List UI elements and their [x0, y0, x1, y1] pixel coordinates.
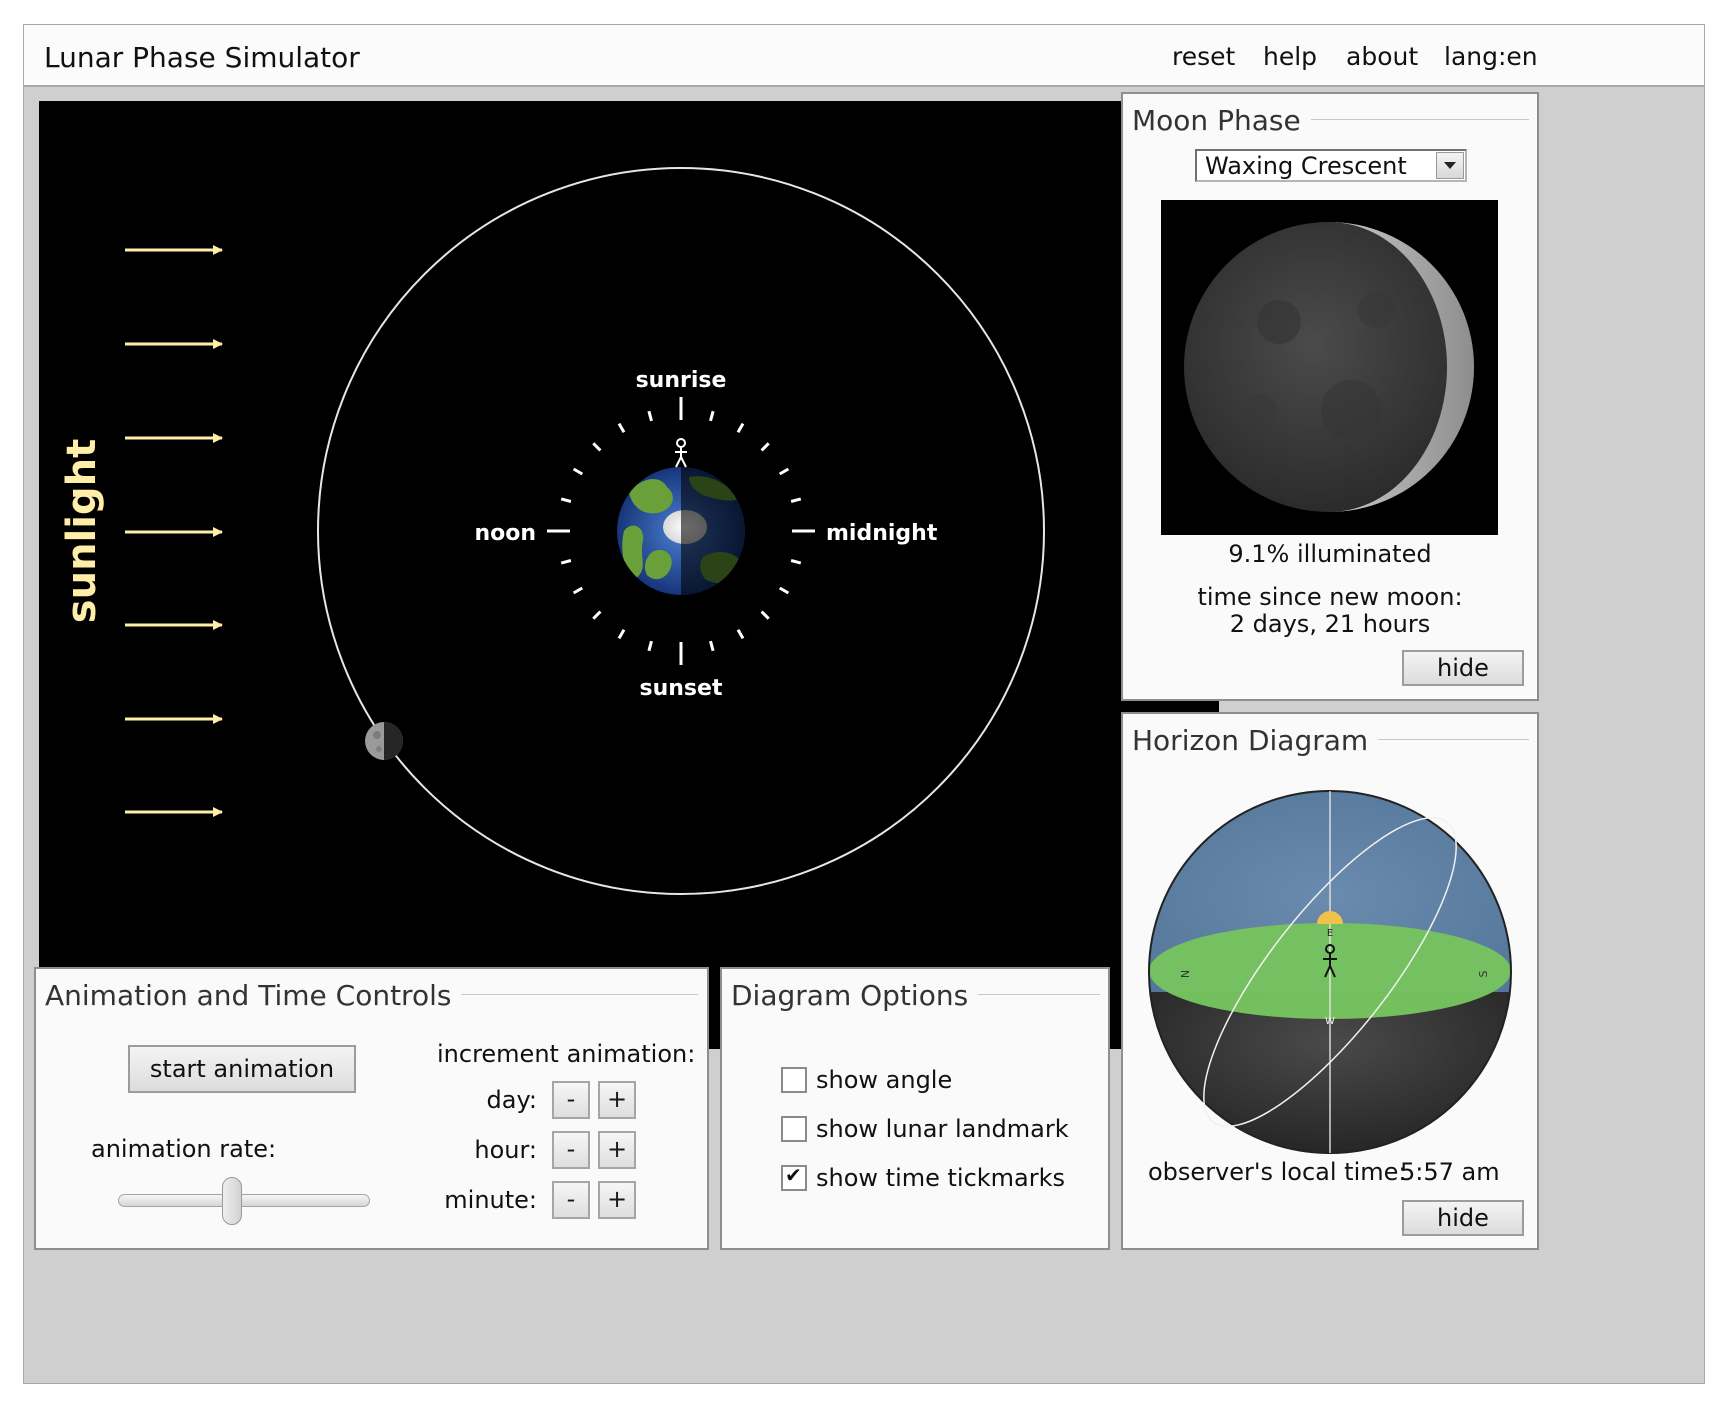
orbit-svg: sunlight sunrise noon midnight sunset — [59, 167, 1045, 895]
time-tickmark — [647, 640, 653, 652]
hour-plus-button[interactable]: + — [598, 1131, 636, 1169]
moon-phase-title: Moon Phase — [1132, 104, 1311, 137]
moon-phase-svg — [1184, 222, 1474, 512]
time-tickmark — [736, 628, 745, 640]
increment-animation-label: increment animation: — [437, 1040, 696, 1068]
show-angle-label[interactable]: show angle — [816, 1066, 953, 1094]
svg-text:E: E — [1327, 928, 1333, 939]
panel-rule — [1291, 119, 1529, 120]
observer-figure — [675, 438, 687, 468]
svg-text:S: S — [1477, 970, 1490, 977]
menu-reset[interactable]: reset — [1172, 42, 1236, 71]
time-tickmark — [790, 497, 802, 503]
menu-about[interactable]: about — [1346, 42, 1419, 71]
phase-select[interactable]: Waxing Crescent — [1195, 149, 1467, 182]
time-tickmark — [760, 610, 770, 620]
label-noon: noon — [474, 521, 536, 546]
show-lunar-landmark-checkbox[interactable] — [781, 1116, 807, 1142]
checkmark-icon: ✔ — [785, 1163, 802, 1187]
menu-language[interactable]: lang:en — [1444, 42, 1538, 71]
time-tickmark — [647, 410, 653, 422]
time-tickmark — [760, 442, 770, 452]
moon-orbit — [317, 167, 1045, 895]
time-tickmark — [709, 640, 715, 652]
chevron-down-icon — [1444, 162, 1456, 169]
minute-minus-button[interactable]: - — [552, 1181, 590, 1219]
animation-controls-panel: Animation and Time Controls start animat… — [34, 967, 709, 1250]
animation-controls-title: Animation and Time Controls — [45, 979, 462, 1012]
sunlight-label: sunlight — [59, 439, 105, 623]
hour-minus-button[interactable]: - — [552, 1131, 590, 1169]
hour-increment-label: hour: — [474, 1136, 537, 1164]
time-tickmark — [617, 628, 626, 640]
time-tickmark — [560, 559, 572, 565]
time-since-new-moon-label: time since new moon: — [1197, 583, 1463, 611]
dropdown-arrow-button[interactable] — [1436, 152, 1464, 179]
hide-moon-phase-button[interactable]: hide — [1402, 650, 1524, 686]
local-time-label: observer's local time: — [1148, 1158, 1407, 1186]
time-tickmarks — [547, 397, 815, 665]
day-plus-button[interactable]: + — [598, 1081, 636, 1119]
moon-phase-panel: Moon Phase Waxing Crescent — [1121, 92, 1539, 701]
slider-track — [118, 1194, 370, 1207]
time-tickmark — [592, 610, 602, 620]
sun-icon — [1317, 911, 1343, 924]
time-tickmark — [572, 467, 584, 476]
svg-text:W: W — [1325, 1016, 1335, 1027]
time-tickmark — [592, 442, 602, 452]
orbit-diagram[interactable]: sunlight sunrise noon midnight sunset — [39, 101, 1219, 1049]
hide-horizon-button[interactable]: hide — [1402, 1200, 1524, 1236]
show-time-tickmarks-checkbox[interactable]: ✔ — [781, 1163, 807, 1191]
panel-rule — [1353, 739, 1529, 740]
phase-select-value: Waxing Crescent — [1205, 152, 1407, 180]
time-tickmark — [778, 467, 790, 476]
minute-plus-button[interactable]: + — [598, 1181, 636, 1219]
time-tickmark — [778, 586, 790, 595]
time-tickmark — [560, 497, 572, 503]
menu-help[interactable]: help — [1263, 42, 1318, 71]
label-midnight: midnight — [826, 521, 938, 546]
slider-thumb[interactable] — [222, 1177, 242, 1225]
title-bar: Lunar Phase Simulator reset help about l… — [24, 25, 1704, 87]
app-title: Lunar Phase Simulator — [44, 41, 360, 74]
moon-phase-image — [1161, 200, 1498, 535]
label-sunrise: sunrise — [636, 368, 727, 393]
show-lunar-landmark-label[interactable]: show lunar landmark — [816, 1115, 1069, 1143]
time-tickmark — [736, 422, 745, 434]
day-increment-label: day: — [486, 1086, 537, 1114]
time-since-new-moon-value: 2 days, 21 hours — [1229, 610, 1431, 638]
panel-rule — [422, 994, 698, 995]
time-tickmark — [790, 559, 802, 565]
horizon-panel: Horizon Diagram E — [1121, 712, 1539, 1250]
minute-increment-label: minute: — [444, 1186, 537, 1214]
diagram-options-title: Diagram Options — [731, 979, 979, 1012]
day-minus-button[interactable]: - — [552, 1081, 590, 1119]
svg-text:N: N — [1178, 970, 1191, 978]
animation-rate-slider[interactable] — [118, 1177, 370, 1227]
show-time-tickmarks-label[interactable]: show time tickmarks — [816, 1164, 1066, 1192]
time-tickmark — [617, 422, 626, 434]
local-time-value: 5:57 am — [1400, 1158, 1500, 1186]
moon-path — [1203, 817, 1457, 1127]
label-sunset: sunset — [640, 676, 723, 701]
horizon-title: Horizon Diagram — [1132, 724, 1379, 757]
animation-rate-label: animation rate: — [91, 1135, 277, 1163]
show-angle-checkbox[interactable] — [781, 1067, 807, 1093]
time-tickmark — [709, 410, 715, 422]
illumination-readout: 9.1% illuminated — [1228, 540, 1432, 568]
earth — [617, 467, 745, 595]
simulator-window: Lunar Phase Simulator reset help about l… — [23, 24, 1705, 1384]
horizon-observer-figure — [1323, 944, 1337, 978]
time-tickmark — [572, 586, 584, 595]
panel-rule — [954, 994, 1100, 995]
moon[interactable] — [365, 721, 404, 761]
horizon-sphere[interactable]: E N S W — [1123, 754, 1537, 1164]
diagram-options-panel: Diagram Options show angle show lunar la… — [720, 967, 1110, 1250]
sunlight-arrows — [125, 245, 223, 817]
start-animation-button[interactable]: start animation — [128, 1045, 356, 1093]
